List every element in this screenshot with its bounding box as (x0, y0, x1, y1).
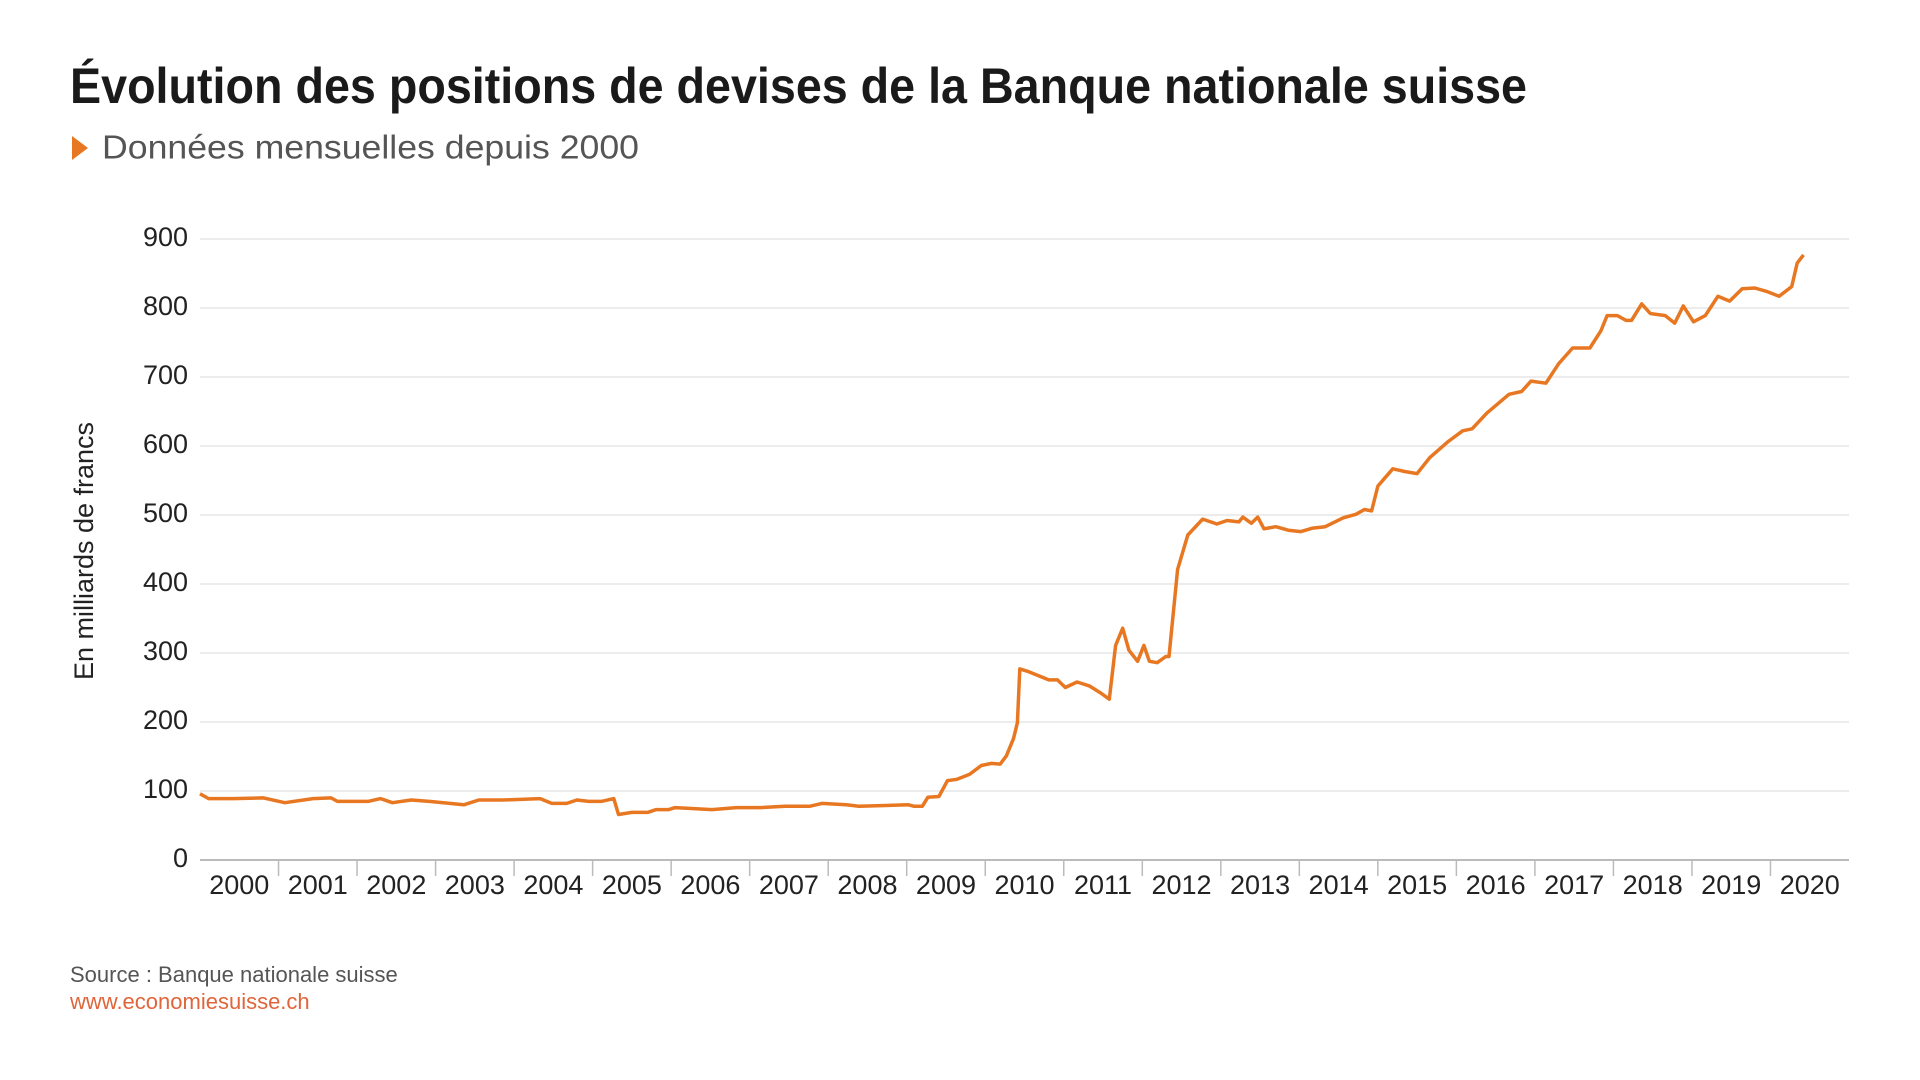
x-tick-label: 2020 (1780, 870, 1840, 900)
y-tick-label: 400 (143, 567, 188, 597)
x-tick-label: 2018 (1623, 870, 1683, 900)
x-tick-label: 2005 (602, 870, 662, 900)
x-tick-label: 2016 (1466, 870, 1526, 900)
y-tick-label: 700 (143, 360, 188, 390)
x-tick-label: 2002 (366, 870, 426, 900)
x-tick-label: 2001 (288, 870, 348, 900)
x-tick-label: 2008 (837, 870, 897, 900)
y-tick-label: 900 (143, 222, 188, 252)
x-tick-label: 2017 (1544, 870, 1604, 900)
y-tick-label: 800 (143, 291, 188, 321)
x-tick-label: 2013 (1230, 870, 1290, 900)
x-tick-label: 2015 (1387, 870, 1447, 900)
x-tick-label: 2007 (759, 870, 819, 900)
source: Source : Banque nationale suisse (70, 962, 398, 987)
chart-subtitle: Données mensuelles depuis 2000 (102, 129, 639, 166)
source-url: www.economiesuisse.ch (69, 989, 310, 1014)
y-tick-label: 300 (143, 636, 188, 666)
subtitle-marker (72, 136, 88, 160)
x-tick-label: 2012 (1152, 870, 1212, 900)
x-tick-label: 2019 (1701, 870, 1761, 900)
x-tick-label: 2000 (209, 870, 269, 900)
x-tick-label: 2006 (680, 870, 740, 900)
x-tick-label: 2010 (994, 870, 1054, 900)
x-tick-label: 2014 (1309, 870, 1369, 900)
x-tick-label: 2009 (916, 870, 976, 900)
x-tick-label: 2003 (445, 870, 505, 900)
y-tick-label: 600 (143, 429, 188, 459)
chart-title: Évolution des positions de devises de la… (70, 58, 1527, 114)
data-line (199, 253, 1805, 817)
y-tick-label: 0 (173, 843, 188, 873)
x-tick-label: 2004 (523, 870, 583, 900)
x-tick-label: 2011 (1074, 870, 1132, 900)
y-tick-label: 500 (143, 498, 188, 528)
y-axis-label: En milliards de francs (69, 422, 99, 680)
y-tick-label: 100 (143, 774, 188, 804)
y-tick-label: 200 (143, 705, 188, 735)
